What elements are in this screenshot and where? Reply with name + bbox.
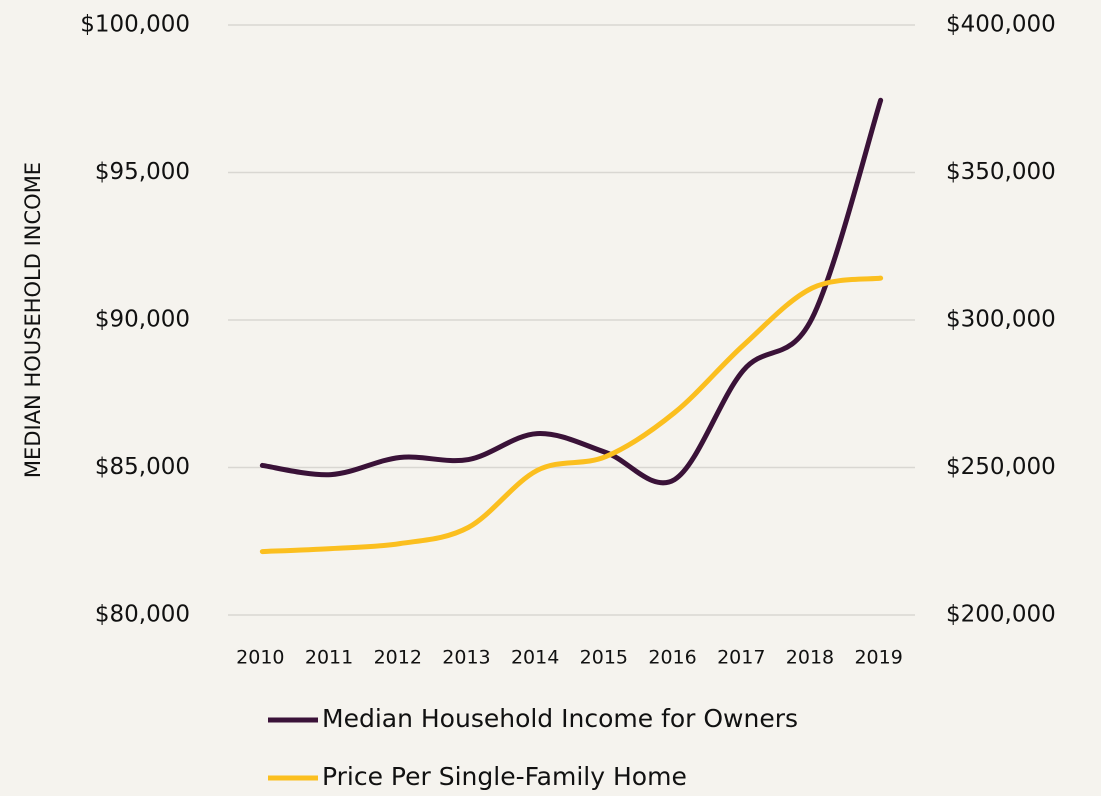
y-tick-label: $100,000	[80, 12, 190, 38]
y2-tick-label: $400,000	[946, 12, 1056, 38]
y-axis-label: MEDIAN HOUSEHOLD INCOME	[21, 162, 45, 478]
y2-tick-label: $200,000	[946, 602, 1056, 628]
x-tick-label: 2014	[511, 647, 559, 669]
x-tick-label: 2013	[442, 647, 490, 669]
x-tick-label: 2012	[374, 647, 422, 669]
x-tick-label: 2015	[580, 647, 628, 669]
y2-tick-label: $300,000	[946, 307, 1056, 333]
y-tick-label: $90,000	[95, 307, 190, 333]
x-tick-label: 2017	[717, 647, 765, 669]
y-tick-label: $95,000	[95, 159, 190, 185]
y2-tick-label: $350,000	[946, 159, 1056, 185]
x-tick-label: 2019	[854, 647, 902, 669]
legend-label: Price Per Single-Family Home	[322, 762, 687, 791]
x-tick-label: 2016	[648, 647, 696, 669]
x-tick-label: 2010	[236, 647, 284, 669]
y-tick-label: $85,000	[95, 454, 190, 480]
legend-label: Median Household Income for Owners	[322, 704, 798, 733]
y2-tick-label: $250,000	[946, 454, 1056, 480]
x-tick-label: 2011	[305, 647, 353, 669]
y-tick-label: $80,000	[95, 602, 190, 628]
series-line	[259, 97, 884, 486]
series-line	[259, 275, 884, 555]
x-tick-label: 2018	[786, 647, 834, 669]
